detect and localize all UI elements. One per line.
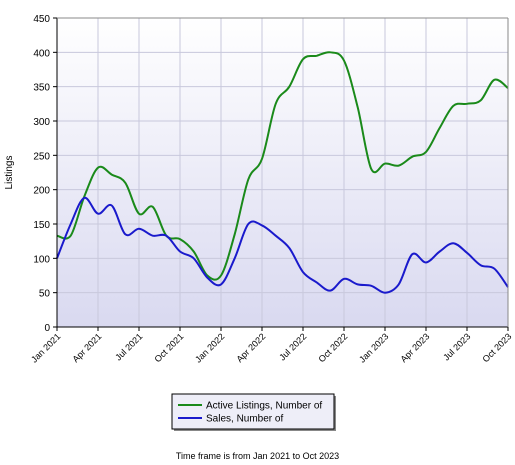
x-tick-label: Jan 2022: [193, 331, 226, 364]
x-tick-label: Jan 2023: [357, 331, 390, 364]
y-tick-label: 450: [33, 14, 50, 25]
x-tick-label: Jul 2022: [277, 331, 308, 362]
legend-entry: Sales, Number of: [206, 414, 283, 425]
x-tick-label: Jan 2021: [29, 331, 62, 364]
y-tick-label: 150: [33, 220, 50, 231]
y-axis-title: Listings: [4, 156, 15, 190]
chart-caption: Time frame is from Jan 2021 to Oct 2023: [175, 451, 340, 461]
x-tick-label: Apr 2023: [399, 331, 432, 364]
y-tick-label: 300: [33, 117, 50, 128]
x-tick-label: Apr 2022: [235, 331, 268, 364]
y-tick-label: 350: [33, 83, 50, 94]
y-tick-label: 0: [44, 323, 50, 334]
series-line-active-listings: [56, 51, 509, 281]
x-tick-label: Jul 2021: [113, 331, 144, 362]
x-tick-label: Oct 2022: [317, 331, 350, 364]
series-line-sales: [56, 196, 509, 294]
x-tick-label: Jul 2023: [441, 331, 472, 362]
x-tick-label: Oct 2021: [153, 331, 186, 364]
x-tick-label: Apr 2021: [71, 331, 104, 364]
plot-area: [57, 18, 508, 327]
y-tick-label: 200: [33, 186, 50, 197]
legend-entry: Active Listings, Number of: [206, 401, 322, 412]
legend-box: [171, 393, 335, 430]
y-tick-label: 50: [39, 289, 51, 300]
line-chart: 0 50 100 150 200 250 300 350 400 450 Jan 2021 Apr 2…: [4, 14, 514, 431]
x-tick-label: Oct 2023: [481, 331, 514, 364]
y-tick-label: 400: [33, 48, 50, 59]
y-tick-label: 250: [33, 151, 50, 162]
y-tick-label: 100: [33, 254, 50, 265]
